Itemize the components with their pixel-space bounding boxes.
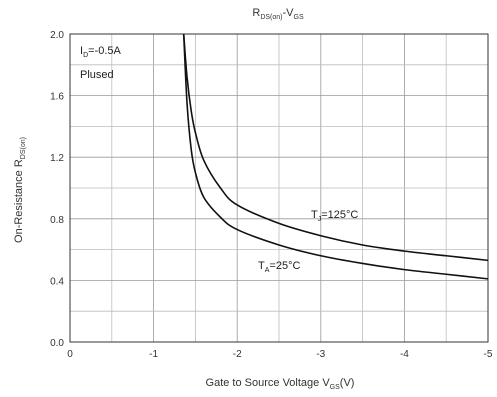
x-tick-label: -2 xyxy=(233,349,242,360)
plot-frame xyxy=(69,33,489,343)
series-label-125c: TJ=125°C xyxy=(311,209,358,223)
x-tick-label: -1 xyxy=(149,349,158,360)
series-layer xyxy=(182,33,489,280)
y-tick-label: 0.0 xyxy=(50,338,64,349)
annotation-plused: Plused xyxy=(80,69,114,81)
y-tick-label: 0.4 xyxy=(50,276,64,287)
series-line-125c xyxy=(182,33,489,262)
x-tick-label: -5 xyxy=(484,349,493,360)
y-tick-label: 2.0 xyxy=(50,30,64,41)
x-tick-label: -3 xyxy=(316,349,325,360)
x-tick-label: 0 xyxy=(67,349,73,360)
axis-ticks: 0 -1 -2 -3 -4 -5 0.0 0.4 0.8 1.2 1.6 2.0 xyxy=(50,30,493,360)
y-tick-label: 0.8 xyxy=(50,215,64,226)
y-axis-label: On-Resistance RDS(on) xyxy=(13,137,27,243)
chart-title: RDS(on)-VGS xyxy=(252,7,304,21)
series-line-25c xyxy=(182,33,489,280)
series-label-25c: TA=25°C xyxy=(258,260,300,274)
x-axis-label: Gate to Source Voltage VGS(V) xyxy=(206,377,355,391)
annotation-drain-current: ID=-0.5A xyxy=(80,45,122,59)
x-tick-label: -4 xyxy=(400,349,409,360)
grid-lines xyxy=(69,33,489,343)
y-tick-label: 1.2 xyxy=(50,153,64,164)
y-tick-label: 1.6 xyxy=(50,92,64,103)
